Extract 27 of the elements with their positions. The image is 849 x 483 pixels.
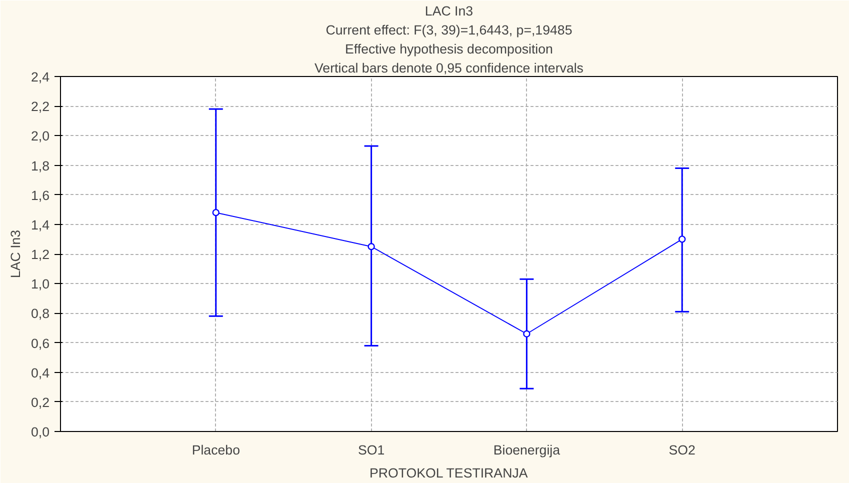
y-tick-label: 0,6 (30, 336, 50, 351)
point (523, 330, 530, 338)
text: Effective hypothesis decomposition (345, 42, 553, 56)
y-tick-label: 0,2 (30, 394, 50, 410)
y-tick-label: 1,6 (30, 188, 50, 203)
y-tick-label: 0,8 (30, 306, 50, 322)
point (368, 243, 375, 250)
y-tick-label: 2,2 (30, 99, 50, 114)
point (212, 208, 220, 216)
y-axis-title: LAC In3 (8, 230, 23, 278)
x-tick-label: SO1 (358, 442, 385, 458)
x-tick-label: Bioenergija (493, 442, 561, 458)
y-tick-label: 2,0 (30, 128, 50, 144)
y-tick-label: 1,8 (30, 158, 50, 174)
chart-title: LAC In3 (424, 4, 474, 18)
y-tick-label: 1,2 (30, 247, 50, 262)
x-tick-label: Placebo (192, 442, 240, 458)
text: Vertical bars denote 0,95 confidence intervals (314, 60, 584, 76)
y-tick-label: 2,4 (30, 70, 50, 84)
x-axis-title: PROTOKOL TESTIRANJA (370, 466, 528, 480)
point (678, 236, 686, 243)
chart-subtitle: Current effect: F(3, 39)=1,6443, p=,19485 (326, 22, 572, 38)
x-tick-label: SO2 (668, 442, 696, 458)
y-tick-label: 0,4 (30, 365, 50, 380)
y-tick-label: 1,4 (30, 217, 50, 232)
y-tick-label: 1,0 (30, 276, 50, 292)
y-tick-label: 0,0 (30, 424, 50, 440)
